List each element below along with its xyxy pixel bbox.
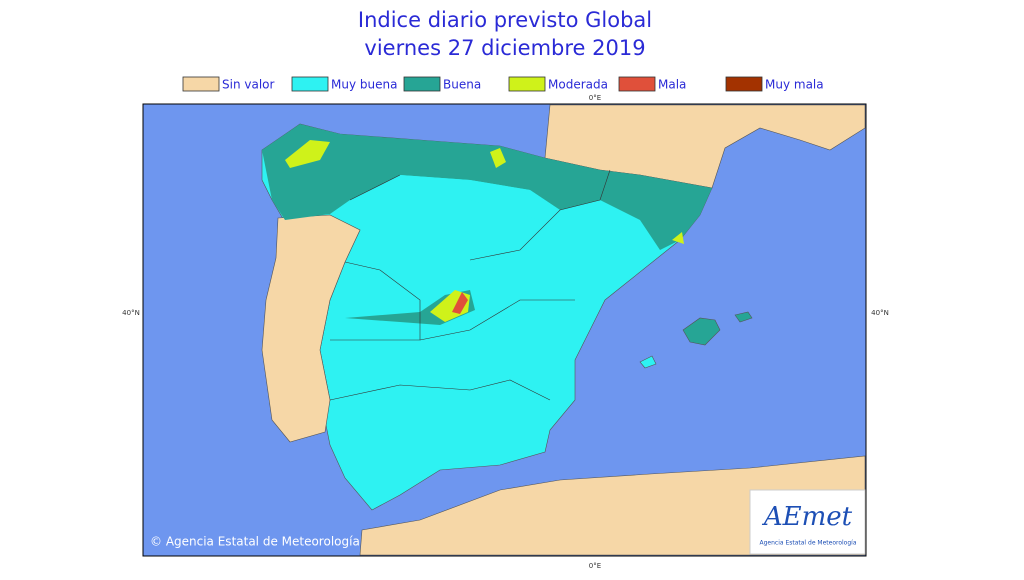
- legend-swatch: [508, 76, 546, 92]
- mala-zone: [452, 292, 468, 314]
- lat-label: 40°N: [871, 309, 889, 317]
- moderada-zone: [672, 232, 684, 244]
- title: Indice diario previsto Global: [358, 8, 652, 32]
- logo-name: AEmet: [762, 502, 853, 532]
- muy-buena-zone: [350, 175, 560, 220]
- mallorca: [682, 317, 721, 346]
- legend-swatch: [291, 76, 329, 92]
- legend-swatch: [725, 76, 763, 92]
- legend-label: Sin valor: [222, 78, 275, 92]
- legend: Sin valor Muy buena Buena Moderada Mala Muy m…: [182, 76, 824, 92]
- legend-swatch: [182, 76, 220, 92]
- legend-swatch: [403, 76, 441, 92]
- lat-label: 40°N: [122, 309, 140, 317]
- legend-label: Muy mala: [765, 78, 824, 92]
- logo-subtitle: Agencia Estatal de Meteorología: [760, 540, 857, 547]
- region-borders: [329, 169, 611, 401]
- legend-label: Mala: [658, 78, 686, 92]
- buena-zone: [262, 124, 712, 250]
- legend-label: Buena: [443, 78, 481, 92]
- ibiza: [639, 355, 657, 369]
- legend-label: Muy buena: [331, 78, 397, 92]
- moderada-zone: [490, 148, 506, 168]
- moderada-zone: [285, 140, 330, 168]
- lon-label: 0°E: [589, 562, 601, 570]
- credit: © Agencia Estatal de Meteorología: [150, 535, 360, 549]
- subtitle: viernes 27 diciembre 2019: [364, 36, 645, 60]
- lon-label: 0°E: [589, 94, 601, 102]
- logo-box: [749, 489, 866, 555]
- legend-swatch: [618, 76, 656, 92]
- map: © Agencia Estatal de Meteorología AEmet …: [142, 103, 867, 557]
- legend-label: Moderada: [548, 78, 608, 92]
- portugal: [261, 214, 361, 443]
- menorca: [734, 311, 753, 323]
